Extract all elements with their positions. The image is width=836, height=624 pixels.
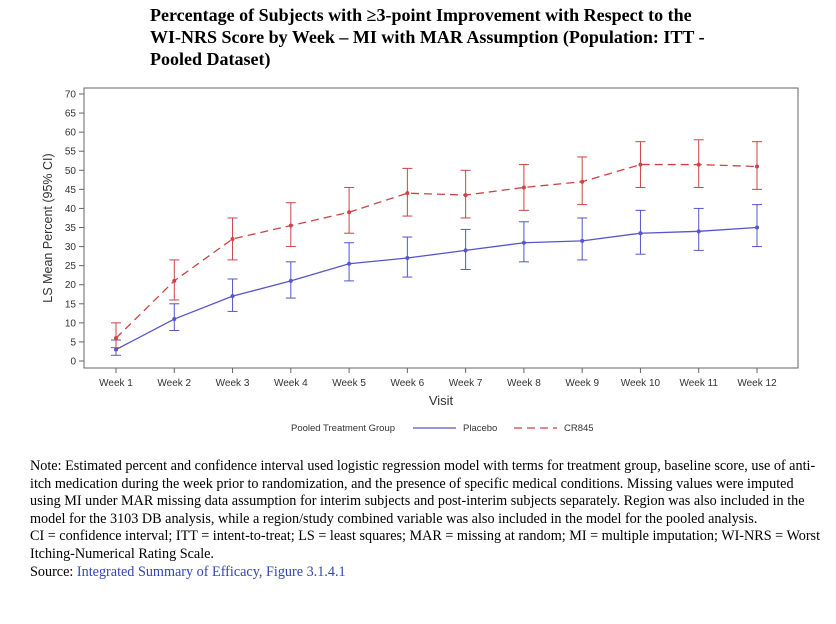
x-tick-label: Week 1 [99,378,133,389]
source-label: Source: [30,563,74,580]
legend: Pooled Treatment Group Placebo CR845 [291,423,594,434]
y-tick-label: 5 [70,337,76,348]
y-tick-label: 0 [70,357,76,368]
note-paragraph: Note: Estimated percent and confidence i… [30,458,816,527]
error-bar [111,322,121,349]
series-line [115,163,758,339]
data-point [405,191,410,196]
data-point [463,193,468,198]
y-axis-title: LS Mean Percent (95% CI) [41,153,55,302]
data-point [580,238,585,243]
x-tick-label: Week 9 [565,378,599,389]
data-point [347,210,352,215]
footnote: Note: Estimated percent and confidence i… [30,458,820,581]
x-tick-label: Week 12 [737,378,777,389]
chart-title: Percentage of Subjects with ≥3-point Imp… [150,4,810,70]
chart-title-line-1: Percentage of Subjects with ≥3-point Imp… [150,5,692,25]
data-point [172,317,177,322]
data-point [230,294,235,299]
y-tick-label: 60 [65,128,77,139]
chart-title-line-2: WI-NRS Score by Week – MI with MAR Assum… [150,27,705,47]
y-tick-label: 55 [65,147,77,158]
data-point [580,179,585,184]
y-tick-label: 65 [65,109,77,120]
legend-label: Placebo [463,423,497,434]
y-tick-label: 15 [65,299,77,310]
data-point [230,236,235,241]
x-tick-label: Week 10 [621,378,661,389]
y-tick-label: 45 [65,185,77,196]
data-point [288,223,293,228]
x-axis-title: Visit [429,393,454,408]
data-point [114,347,118,352]
y-tick-label: 50 [65,166,77,177]
x-tick-label: Week 6 [390,378,424,389]
y-tick-label: 25 [65,261,77,272]
data-point [405,256,410,261]
y-tick-label: 10 [65,318,77,329]
legend-title: Pooled Treatment Group [291,423,395,434]
y-tick-label: 35 [65,223,77,234]
data-point [463,248,468,253]
series-cr845 [111,139,762,349]
series-placebo [111,204,762,356]
data-point [755,225,759,230]
x-tick-label: Week 11 [679,378,718,389]
data-point [172,278,177,283]
series-line [115,226,758,351]
data-point [521,185,526,190]
data-point [755,164,759,169]
x-tick-label: Week 4 [274,378,308,389]
y-tick-label: 40 [65,204,77,215]
line-chart: 0 5 10 15 20 25 30 35 40 45 50 55 60 65 70 Week 1 Week 2… [41,87,799,434]
x-tick-label: Week 7 [449,378,483,389]
data-point [114,336,118,341]
data-point [638,231,643,236]
data-point [696,229,701,234]
chart-title-line-3: Pooled Dataset) [150,49,271,69]
x-tick-label: Week 8 [507,378,541,389]
source-line: Source: Integrated Summary of Efficacy, … [30,564,820,582]
data-point [696,162,701,167]
y-tick-label: 30 [65,242,77,253]
x-tick-label: Week 3 [216,378,250,389]
legend-label: CR845 [564,423,594,434]
x-tick-label: Week 2 [157,378,191,389]
x-tick-label: Week 5 [332,378,366,389]
y-tick-label: 70 [65,90,77,101]
source-link[interactable]: Integrated Summary of Efficacy, Figure 3… [76,563,346,580]
data-point [347,261,352,266]
data-point [521,240,526,245]
y-tick-label: 20 [65,280,77,291]
data-point [638,162,643,167]
abbreviations-paragraph: CI = confidence interval; ITT = intent-t… [30,528,821,562]
data-point [288,278,293,283]
plot-frame [83,87,799,369]
